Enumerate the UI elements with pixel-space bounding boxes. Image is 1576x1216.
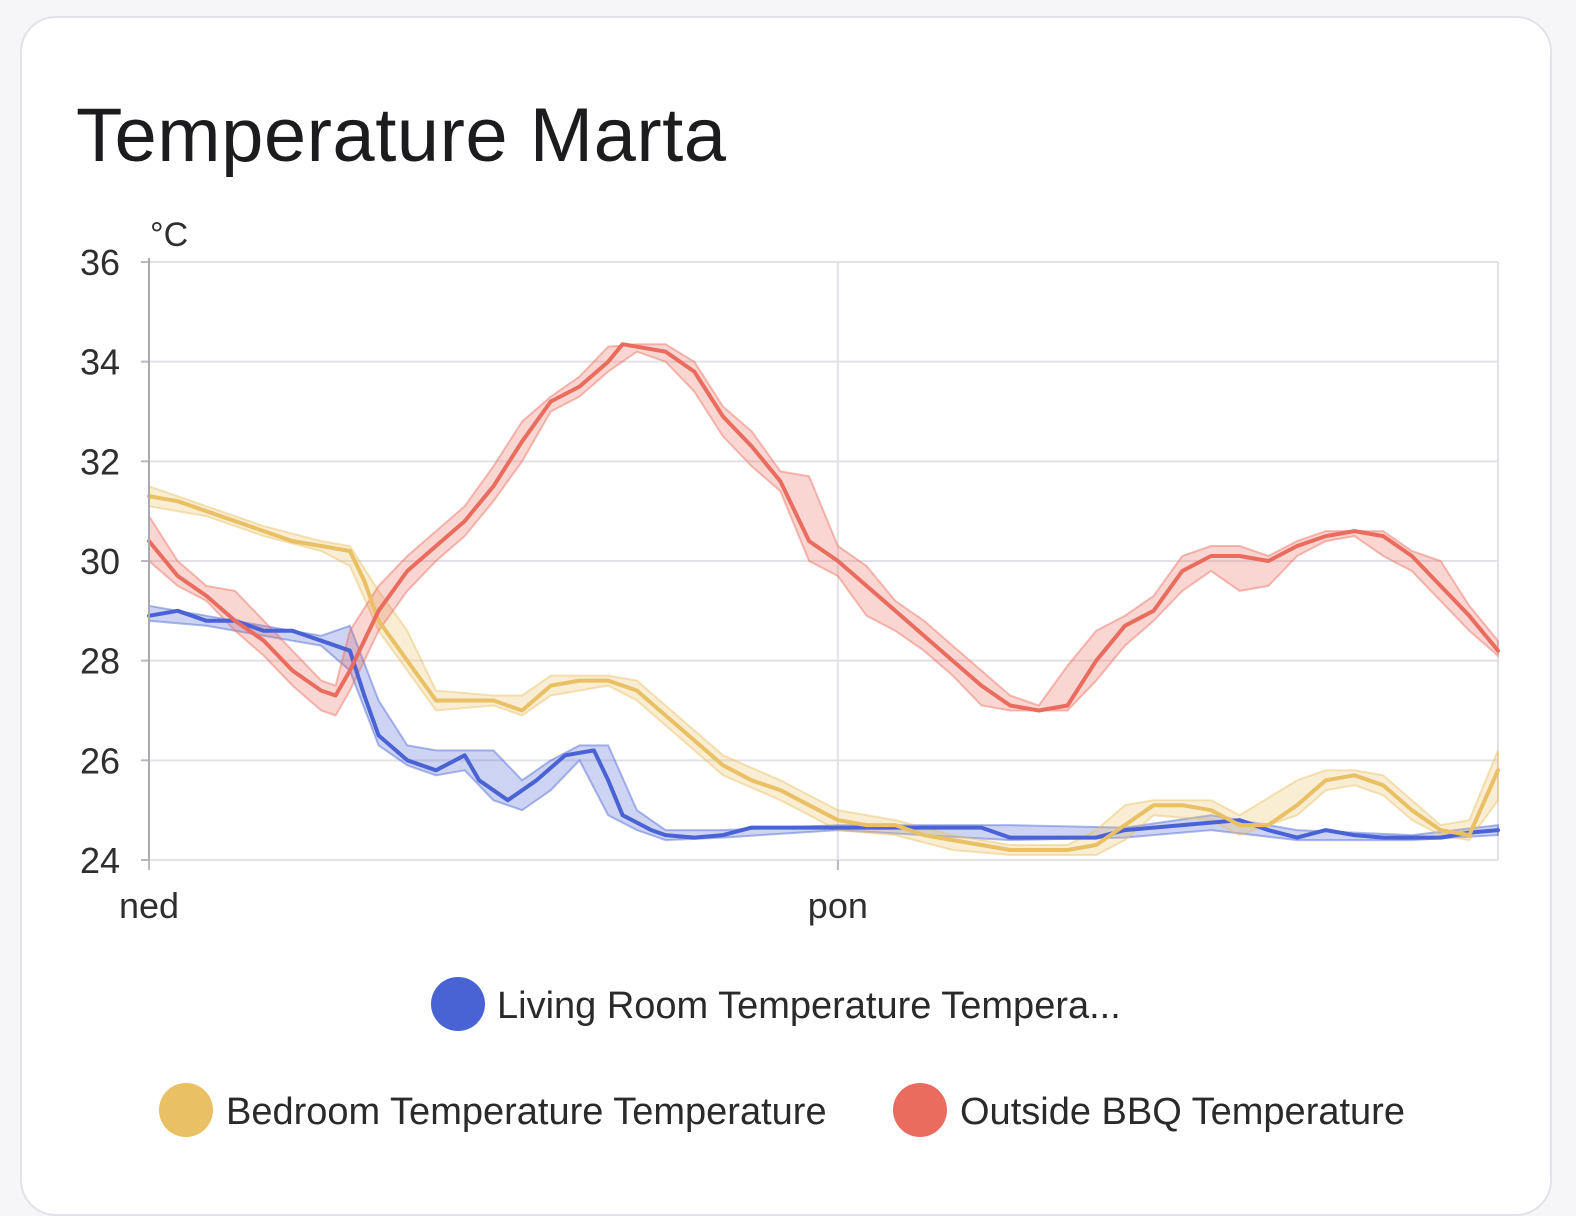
series-lines	[147, 342, 1500, 852]
legend-label: Bedroom Temperature Temperature	[226, 1091, 827, 1133]
legend-swatch	[159, 1083, 213, 1137]
series-bands	[148, 343, 1499, 856]
y-tick-label: 32	[80, 441, 120, 482]
y-tick-label: 26	[80, 740, 120, 781]
legend-label: Outside BBQ Temperature	[960, 1091, 1405, 1133]
y-tick-label: 30	[80, 541, 120, 582]
grid-lines	[149, 261, 1499, 861]
legend-swatch	[893, 1083, 947, 1137]
series-band	[148, 343, 1499, 717]
y-tick-label: 36	[80, 242, 120, 283]
series-band	[148, 604, 1499, 842]
series-band	[148, 484, 1499, 856]
series-line	[147, 494, 1500, 852]
y-tick-label: 24	[80, 840, 120, 881]
y-axis-unit: °C	[150, 216, 188, 254]
card-title: Temperature Marta	[76, 93, 727, 178]
legend-item[interactable]: Living Room Temperature Tempera...	[431, 977, 1121, 1031]
y-tick-label: 28	[80, 641, 120, 682]
legend-item[interactable]: Bedroom Temperature Temperature	[159, 1083, 827, 1137]
temperature-chart: 24 26 28 30 32 34 36 ned pon °C Living Room Temp…	[80, 216, 1500, 1137]
legend[interactable]: Living Room Temperature Tempera... Bedroo…	[159, 977, 1405, 1137]
legend-label: Living Room Temperature Tempera...	[497, 985, 1121, 1027]
y-tick-label: 34	[80, 342, 120, 383]
x-tick-label: ned	[119, 885, 179, 926]
legend-item[interactable]: Outside BBQ Temperature	[893, 1083, 1405, 1137]
axes: 24 26 28 30 32 34 36 ned pon	[80, 242, 868, 926]
chart-card	[20, 16, 1552, 1216]
legend-swatch	[431, 977, 485, 1031]
x-tick-label: pon	[808, 885, 868, 926]
series-line	[147, 342, 1500, 713]
